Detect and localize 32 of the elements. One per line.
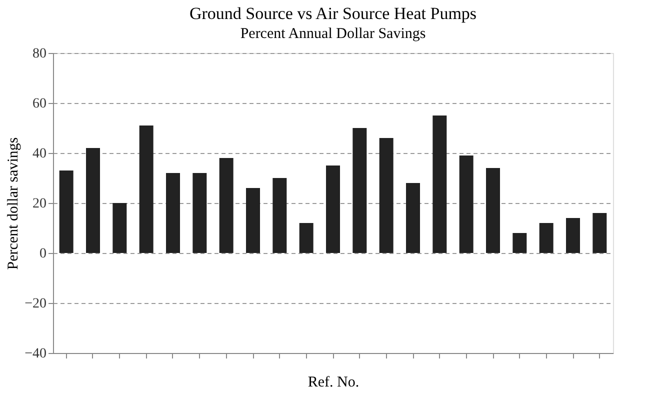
chart-subtitle: Percent Annual Dollar Savings [240,26,426,42]
y-tick-label: −40 [24,346,46,362]
y-tick-label: 20 [32,196,46,212]
bar [352,128,367,253]
bar [86,148,100,253]
bar [166,173,180,253]
bar [406,183,420,253]
bar [219,158,234,253]
bar [379,138,394,253]
y-tick-label: 0 [40,246,46,262]
bar [192,173,207,253]
bar [272,178,287,253]
x-axis-title: Ref. No. [308,374,360,390]
bar [459,156,474,253]
y-tick-label: 60 [32,96,46,112]
bar [592,213,607,253]
bar [112,203,127,253]
bar [299,223,314,253]
y-tick-label: 80 [32,46,46,62]
bar [139,126,154,253]
bar [539,223,554,253]
bar [566,218,580,253]
y-tick-label: 40 [32,146,46,162]
bar [512,233,527,253]
bar [246,188,260,253]
y-tick-label: −20 [24,296,46,312]
bar [326,166,340,253]
bar [432,116,447,253]
y-axis-title: Percent dollar savings [6,137,22,270]
chart-title: Ground Source vs Air Source Heat Pumps [189,4,477,23]
bar [486,168,500,253]
bar [59,170,74,253]
